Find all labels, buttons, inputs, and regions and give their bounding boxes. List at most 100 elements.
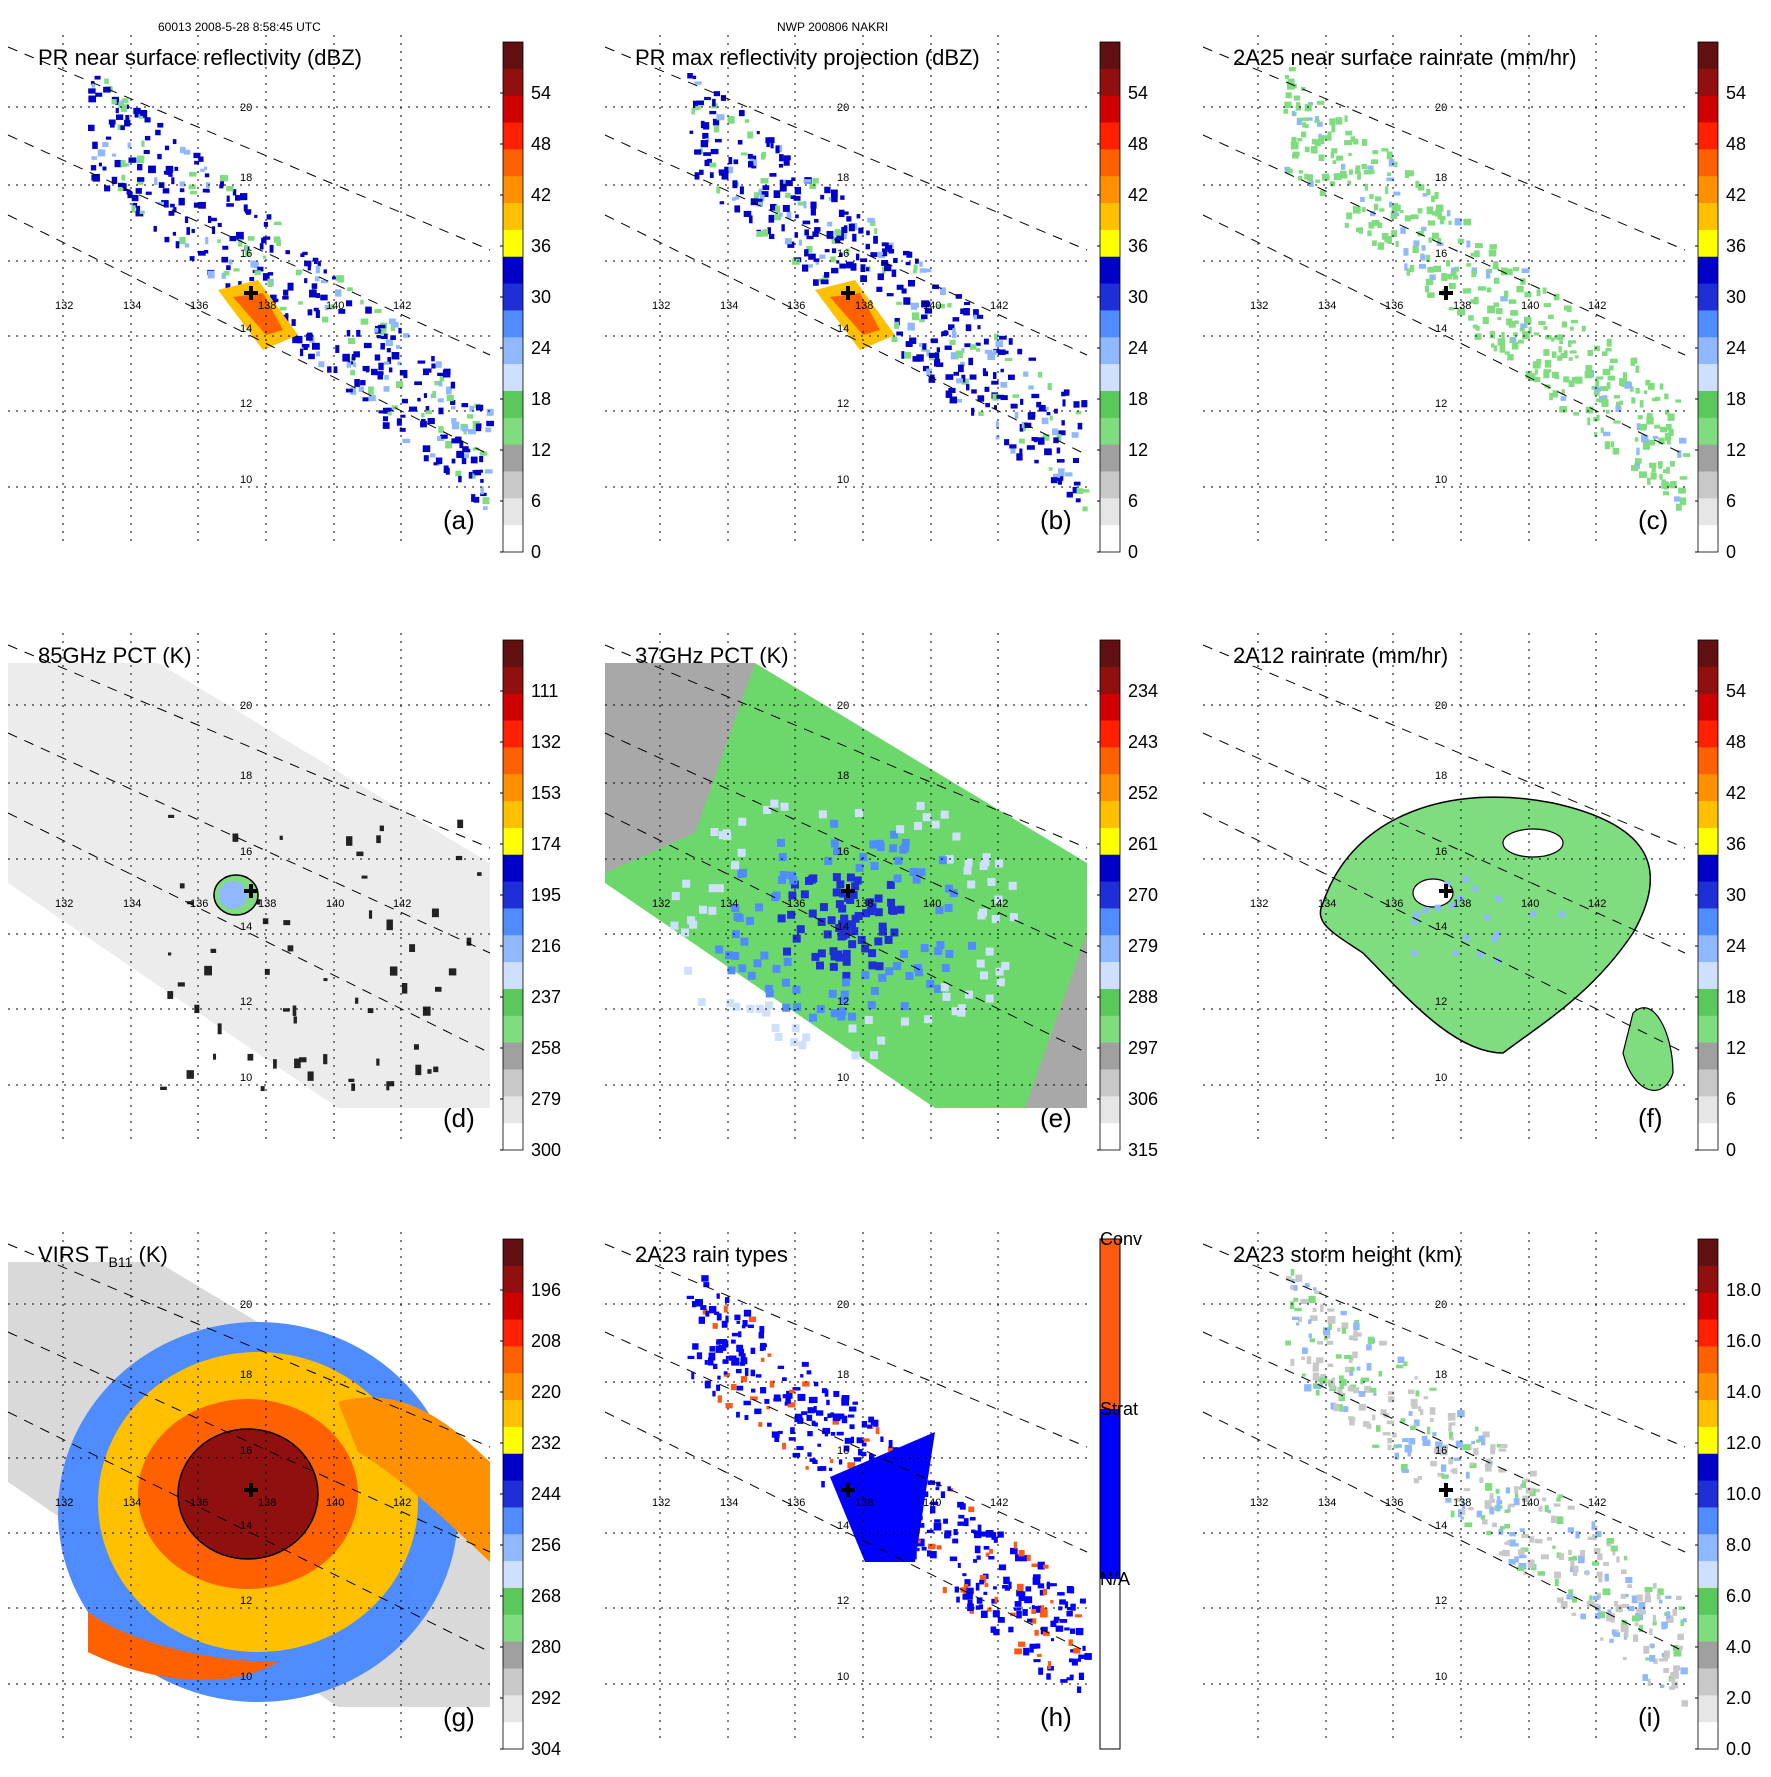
swath-pixel bbox=[1415, 180, 1420, 188]
swath-pixel bbox=[431, 363, 436, 369]
pct-cold-spot bbox=[367, 1008, 374, 1014]
pct-pixel bbox=[940, 983, 949, 992]
pct-pixel bbox=[877, 1036, 886, 1045]
swath-pixel bbox=[850, 1436, 854, 1444]
pct-pixel bbox=[680, 928, 689, 937]
swath-pixel bbox=[961, 374, 966, 383]
swath-pixel bbox=[1053, 1619, 1059, 1624]
pct-pixel bbox=[737, 848, 746, 857]
swath-pixel bbox=[901, 288, 907, 294]
swath-pixel bbox=[862, 1438, 870, 1442]
swath-pixel bbox=[1025, 1586, 1032, 1592]
colorbar-segment bbox=[503, 640, 523, 668]
swath-pixel bbox=[1041, 417, 1049, 425]
swath-pixel bbox=[1429, 274, 1436, 281]
swath-pixel bbox=[1567, 1505, 1575, 1510]
swath-pixel bbox=[1348, 1359, 1353, 1364]
swath-pixel bbox=[1474, 333, 1482, 340]
colorbar-segment bbox=[1698, 229, 1718, 258]
swath-pixel bbox=[792, 1452, 801, 1458]
colorbar-tick-label: 42 bbox=[531, 185, 551, 205]
colorbar-segment bbox=[1698, 1346, 1718, 1374]
swath-pixel bbox=[951, 331, 957, 339]
swath-pixel bbox=[807, 1407, 815, 1414]
swath-pixel bbox=[474, 469, 482, 476]
colorbar-segment bbox=[503, 203, 523, 231]
swath-pixel bbox=[1423, 1396, 1428, 1400]
swath-pixel bbox=[916, 1539, 921, 1544]
swath-pixel bbox=[1349, 1335, 1355, 1341]
swath-pixel bbox=[1050, 1638, 1055, 1642]
pct-pixel bbox=[833, 847, 842, 856]
pct-pixel bbox=[778, 853, 787, 862]
pct-pixel bbox=[977, 911, 986, 920]
swath-pixel bbox=[1076, 488, 1084, 494]
pct-cold-spot bbox=[279, 835, 283, 840]
swath-pixel bbox=[716, 114, 725, 121]
swath-pixel bbox=[1498, 1448, 1507, 1452]
colorbar-segment bbox=[1100, 68, 1120, 97]
swath-pixel bbox=[1673, 1669, 1679, 1673]
colorbar-segment bbox=[503, 666, 523, 695]
swath-pixel bbox=[1327, 134, 1332, 141]
swath-pixel bbox=[295, 269, 302, 276]
swath-pixel bbox=[734, 1314, 741, 1321]
lon-tick-label: 142 bbox=[393, 898, 411, 910]
swath-pixel bbox=[1350, 136, 1355, 143]
swath-pixel bbox=[486, 420, 494, 427]
swath-pixel bbox=[978, 411, 984, 416]
swath-pixel bbox=[1034, 459, 1039, 464]
swath-pixel bbox=[1366, 1344, 1372, 1351]
eyewall-core bbox=[233, 293, 283, 335]
swath-pixel bbox=[97, 149, 106, 157]
colorbar-segment bbox=[503, 525, 523, 553]
swath-pixel bbox=[1489, 244, 1497, 250]
pct-pixel bbox=[917, 868, 926, 877]
cold-cloud-top bbox=[177, 1428, 319, 1560]
swath-pixel bbox=[991, 380, 999, 385]
swath-pixel bbox=[1052, 428, 1058, 436]
swath-pixel bbox=[891, 336, 898, 343]
swath-pixel bbox=[197, 250, 206, 256]
colorbar-segment bbox=[503, 1507, 523, 1535]
swath-pixel bbox=[136, 155, 145, 164]
swath-pixel bbox=[299, 348, 304, 357]
swath-pixel bbox=[848, 223, 855, 232]
swath-pixel bbox=[1501, 267, 1508, 272]
pct-cold-spot bbox=[168, 814, 175, 818]
swath-pixel bbox=[896, 331, 904, 336]
swath-pixel bbox=[1313, 1287, 1317, 1291]
swath-pixel bbox=[1314, 116, 1320, 121]
swath-pixel bbox=[949, 396, 958, 404]
colorbar-segment bbox=[1698, 122, 1718, 150]
pct-pixel bbox=[851, 882, 860, 891]
swath-pixel bbox=[235, 231, 244, 240]
swath-pixel bbox=[304, 260, 312, 267]
swath-pixel bbox=[720, 95, 727, 101]
pct-pixel bbox=[938, 856, 947, 865]
swath-pixel bbox=[955, 398, 962, 403]
swath-pixel bbox=[88, 95, 97, 103]
swath-pixel bbox=[1554, 375, 1560, 380]
pct-pixel bbox=[916, 801, 925, 810]
swath-pixel bbox=[1569, 326, 1574, 331]
swath-pixel bbox=[1371, 240, 1377, 246]
swath-pixel bbox=[773, 1394, 781, 1399]
swath-pixel bbox=[843, 225, 848, 229]
colorbar-segment bbox=[1100, 774, 1120, 802]
swath-pixel bbox=[750, 1388, 756, 1393]
swath-pixel bbox=[1065, 472, 1073, 477]
swath-pixel bbox=[1312, 1365, 1319, 1372]
swath-pixel bbox=[194, 160, 200, 165]
swath-pixel bbox=[1433, 265, 1442, 273]
storm-center-marker bbox=[846, 884, 850, 898]
lat-tick-label: 16 bbox=[1435, 248, 1447, 260]
swath-pixel bbox=[1645, 379, 1651, 386]
swath-pixel bbox=[1558, 1553, 1565, 1560]
swath-pixel bbox=[1348, 152, 1352, 157]
swath-pixel bbox=[374, 354, 381, 361]
swath-pixel bbox=[439, 375, 445, 382]
pct-pixel bbox=[846, 895, 855, 904]
colorbar-segment bbox=[503, 1069, 523, 1097]
